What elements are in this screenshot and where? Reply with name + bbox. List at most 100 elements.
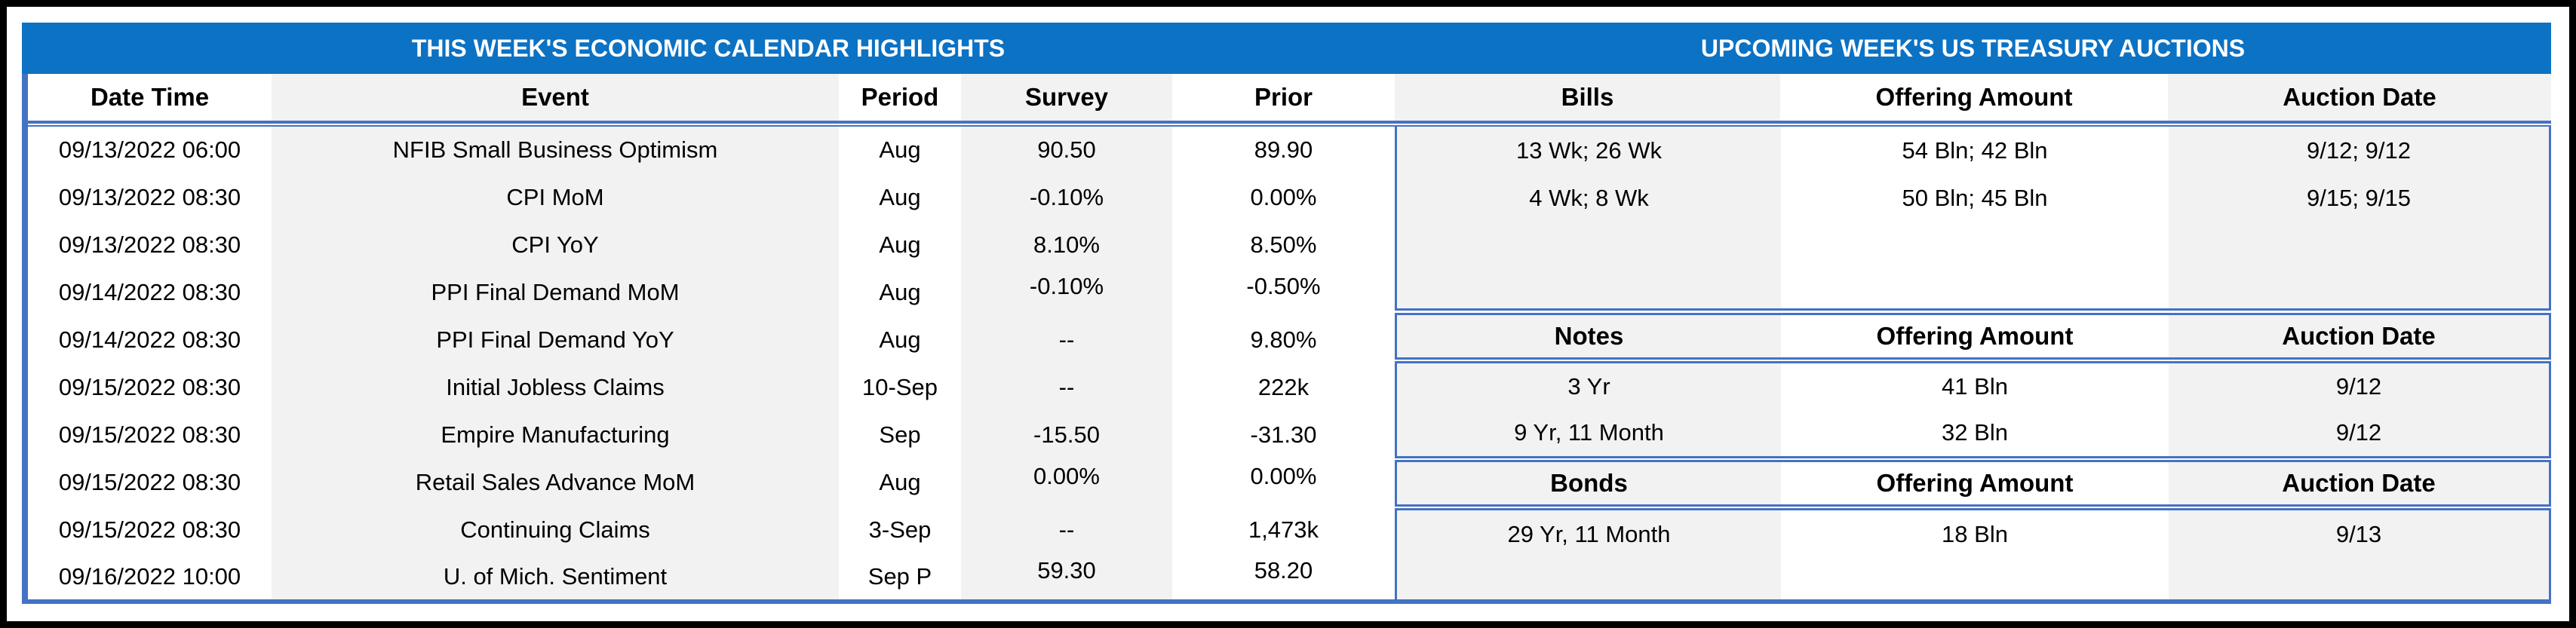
calendar-section-title: THIS WEEK'S ECONOMIC CALENDAR HIGHLIGHTS (411, 34, 1006, 62)
header-event: Event (272, 74, 839, 121)
cell-date-time: 09/15/2022 08:30 (28, 506, 272, 554)
cell-period: 3-Sep (839, 506, 961, 554)
bonds-label-header-cell: Bonds (1397, 462, 1781, 504)
cell-survey: -0.10% (961, 173, 1172, 222)
cell-prior: 58.20 (1172, 553, 1395, 601)
calendar-row: 09/15/2022 08:30 Initial Jobless Claims … (28, 363, 1395, 412)
header-auction-date: Auction Date (2168, 74, 2551, 121)
header-bonds-auction-date: Auction Date (2282, 469, 2436, 497)
header-bonds-offering: Offering Amount (1876, 469, 2074, 497)
bonds-offering-header-cell: Offering Amount (1781, 462, 2169, 504)
header-date-time: Date Time (28, 74, 272, 121)
cell-prior: 0.00% (1172, 173, 1395, 222)
cell-survey: -15.50 (961, 411, 1172, 459)
cell-date-time: 09/14/2022 08:30 (28, 268, 272, 317)
header-notes-offering: Offering Amount (1876, 322, 2074, 350)
calendar-row: 09/13/2022 06:00 NFIB Small Business Opt… (28, 127, 1395, 174)
header-divider (22, 121, 2551, 127)
cell-date-time: 09/13/2022 08:30 (28, 221, 272, 269)
bonds-label-column: 29 Yr, 11 Month (1397, 510, 1781, 602)
cell-date-time: 09/15/2022 08:30 (28, 458, 272, 507)
cell-bond-label: 29 Yr, 11 Month (1507, 520, 1671, 547)
calendar-row: 09/15/2022 08:30 Retail Sales Advance Mo… (28, 458, 1395, 507)
cell-event: Empire Manufacturing (272, 411, 839, 459)
cell-survey: -- (961, 363, 1172, 412)
cell-period: Aug (839, 173, 961, 222)
calendar-row: 09/15/2022 08:30 Empire Manufacturing Se… (28, 411, 1395, 459)
cell-date-time: 09/15/2022 08:30 (28, 363, 272, 412)
notes-offering-column: 41 Bln 32 Bln (1781, 363, 2169, 456)
cell-event: PPI Final Demand MoM (272, 268, 839, 317)
header-prior: Prior (1172, 74, 1395, 121)
cell-bill-offering: 54 Bln; 42 Bln (1902, 136, 2048, 164)
cell-note-label: 9 Yr, 11 Month (1514, 419, 1664, 446)
cell-bill-offering: 50 Bln; 45 Bln (1902, 184, 2048, 211)
cell-period: Aug (839, 221, 961, 269)
cell-prior: 0.00% (1172, 458, 1395, 507)
cell-date-time: 09/15/2022 08:30 (28, 411, 272, 459)
table-left-border (22, 74, 28, 604)
header-survey: Survey (961, 74, 1172, 121)
cell-event: CPI MoM (272, 173, 839, 222)
cell-period: Aug (839, 127, 961, 174)
bills-label-column: 13 Wk; 26 Wk 4 Wk; 8 Wk (1397, 127, 1781, 308)
calendar-row: 09/15/2022 08:30 Continuing Claims 3-Sep… (28, 506, 1395, 554)
header-bills: Bills (1395, 74, 1780, 121)
cell-survey: -0.10% (961, 268, 1172, 317)
bills-table: 13 Wk; 26 Wk 4 Wk; 8 Wk 54 Bln; 42 Bln 5… (1395, 127, 2551, 311)
cell-date-time: 09/13/2022 06:00 (28, 127, 272, 174)
cell-period: 10-Sep (839, 363, 961, 412)
bonds-table: 29 Yr, 11 Month 18 Bln 9/13 (1395, 508, 2551, 604)
cell-event: PPI Final Demand YoY (272, 316, 839, 364)
notes-label-column: 3 Yr 9 Yr, 11 Month (1397, 363, 1781, 456)
cell-date-time: 09/14/2022 08:30 (28, 316, 272, 364)
cell-note-offering: 32 Bln (1942, 419, 2008, 446)
cell-survey: 8.10% (961, 221, 1172, 269)
header-bonds: Bonds (1550, 469, 1628, 497)
notes-table: 3 Yr 9 Yr, 11 Month 41 Bln 32 Bln 9/12 9… (1395, 361, 2551, 458)
cell-prior: 222k (1172, 363, 1395, 412)
calendar-row: 09/13/2022 08:30 CPI MoM Aug -0.10% 0.00… (28, 173, 1395, 222)
cell-event: U. of Mich. Sentiment (272, 553, 839, 601)
bonds-auction-header-cell: Auction Date (2169, 462, 2549, 504)
notes-offering-header-cell: Offering Amount (1781, 315, 2169, 357)
cell-period: Sep (839, 411, 961, 459)
cell-event: Continuing Claims (272, 506, 839, 554)
cell-prior: 8.50% (1172, 221, 1395, 269)
header-notes: Notes (1554, 322, 1624, 350)
cell-bill-auction-date: 9/12; 9/12 (2307, 136, 2411, 164)
bills-auction-date-column: 9/12; 9/12 9/15; 9/15 (2169, 127, 2549, 308)
calendar-row: 09/14/2022 08:30 PPI Final Demand MoM Au… (28, 268, 1395, 317)
cell-survey: -- (961, 316, 1172, 364)
column-header-row: Date Time Event Period Survey Prior Bill… (28, 74, 2551, 121)
cell-survey: -- (961, 506, 1172, 554)
notes-label-header-cell: Notes (1397, 315, 1781, 357)
bills-offering-column: 54 Bln; 42 Bln 50 Bln; 45 Bln (1781, 127, 2169, 308)
notes-auction-header-cell: Auction Date (2169, 315, 2549, 357)
cell-prior: 9.80% (1172, 316, 1395, 364)
calendar-table-body: 09/13/2022 06:00 NFIB Small Business Opt… (28, 127, 1395, 601)
calendar-row: 09/14/2022 08:30 PPI Final Demand YoY Au… (28, 316, 1395, 364)
cell-event: Initial Jobless Claims (272, 363, 839, 412)
header-notes-auction-date: Auction Date (2282, 322, 2436, 350)
table-bottom-border (22, 599, 2551, 604)
cell-period: Aug (839, 268, 961, 317)
cell-period: Aug (839, 458, 961, 507)
auctions-section-title: UPCOMING WEEK'S US TREASURY AUCTIONS (1700, 34, 2246, 62)
cell-prior: 1,473k (1172, 506, 1395, 554)
bonds-auction-date-column: 9/13 (2169, 510, 2549, 602)
cell-period: Aug (839, 316, 961, 364)
cell-bond-offering: 18 Bln (1942, 520, 2008, 547)
title-band: THIS WEEK'S ECONOMIC CALENDAR HIGHLIGHTS… (22, 23, 2551, 74)
cell-period: Sep P (839, 553, 961, 601)
cell-date-time: 09/13/2022 08:30 (28, 173, 272, 222)
header-period: Period (839, 74, 961, 121)
cell-bill-label: 4 Wk; 8 Wk (1529, 184, 1649, 211)
notes-auction-date-column: 9/12 9/12 (2169, 363, 2549, 456)
cell-event: CPI YoY (272, 221, 839, 269)
header-offering-amount: Offering Amount (1780, 74, 2168, 121)
bonds-offering-column: 18 Bln (1781, 510, 2169, 602)
cell-survey: 59.30 (961, 553, 1172, 601)
cell-prior: -31.30 (1172, 411, 1395, 459)
